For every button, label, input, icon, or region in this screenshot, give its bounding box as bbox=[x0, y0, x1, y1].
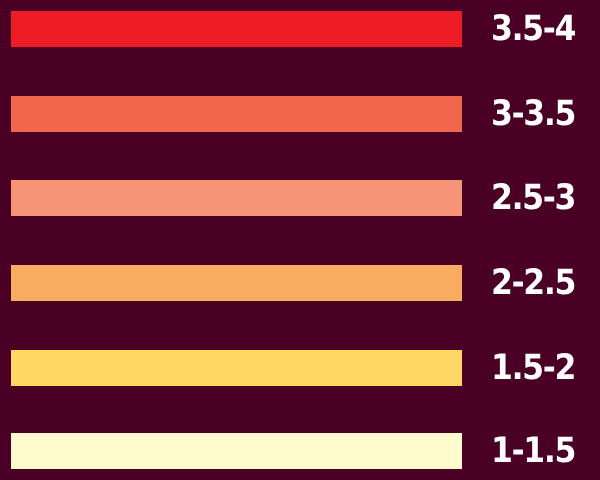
legend-item-1-1.5: 1-1.5 bbox=[0, 433, 600, 469]
legend-swatch bbox=[11, 265, 462, 301]
legend-range-label: 2-2.5 bbox=[491, 263, 576, 303]
legend-item-3-3.5: 3-3.5 bbox=[0, 96, 600, 132]
legend-range-label: 2.5-3 bbox=[491, 178, 576, 218]
legend-swatch bbox=[11, 11, 462, 47]
legend-range-label: 3-3.5 bbox=[491, 94, 576, 134]
legend-range-label: 1-1.5 bbox=[491, 431, 576, 471]
legend-item-1.5-2: 1.5-2 bbox=[0, 350, 600, 386]
legend-range-label: 1.5-2 bbox=[491, 348, 576, 388]
legend-swatch bbox=[11, 433, 462, 469]
legend-item-2.5-3: 2.5-3 bbox=[0, 180, 600, 216]
legend-swatch bbox=[11, 96, 462, 132]
legend-swatch bbox=[11, 350, 462, 386]
legend-item-2-2.5: 2-2.5 bbox=[0, 265, 600, 301]
legend-range-label: 3.5-4 bbox=[491, 9, 576, 49]
legend-item-3.5-4: 3.5-4 bbox=[0, 11, 600, 47]
legend-swatch bbox=[11, 180, 462, 216]
